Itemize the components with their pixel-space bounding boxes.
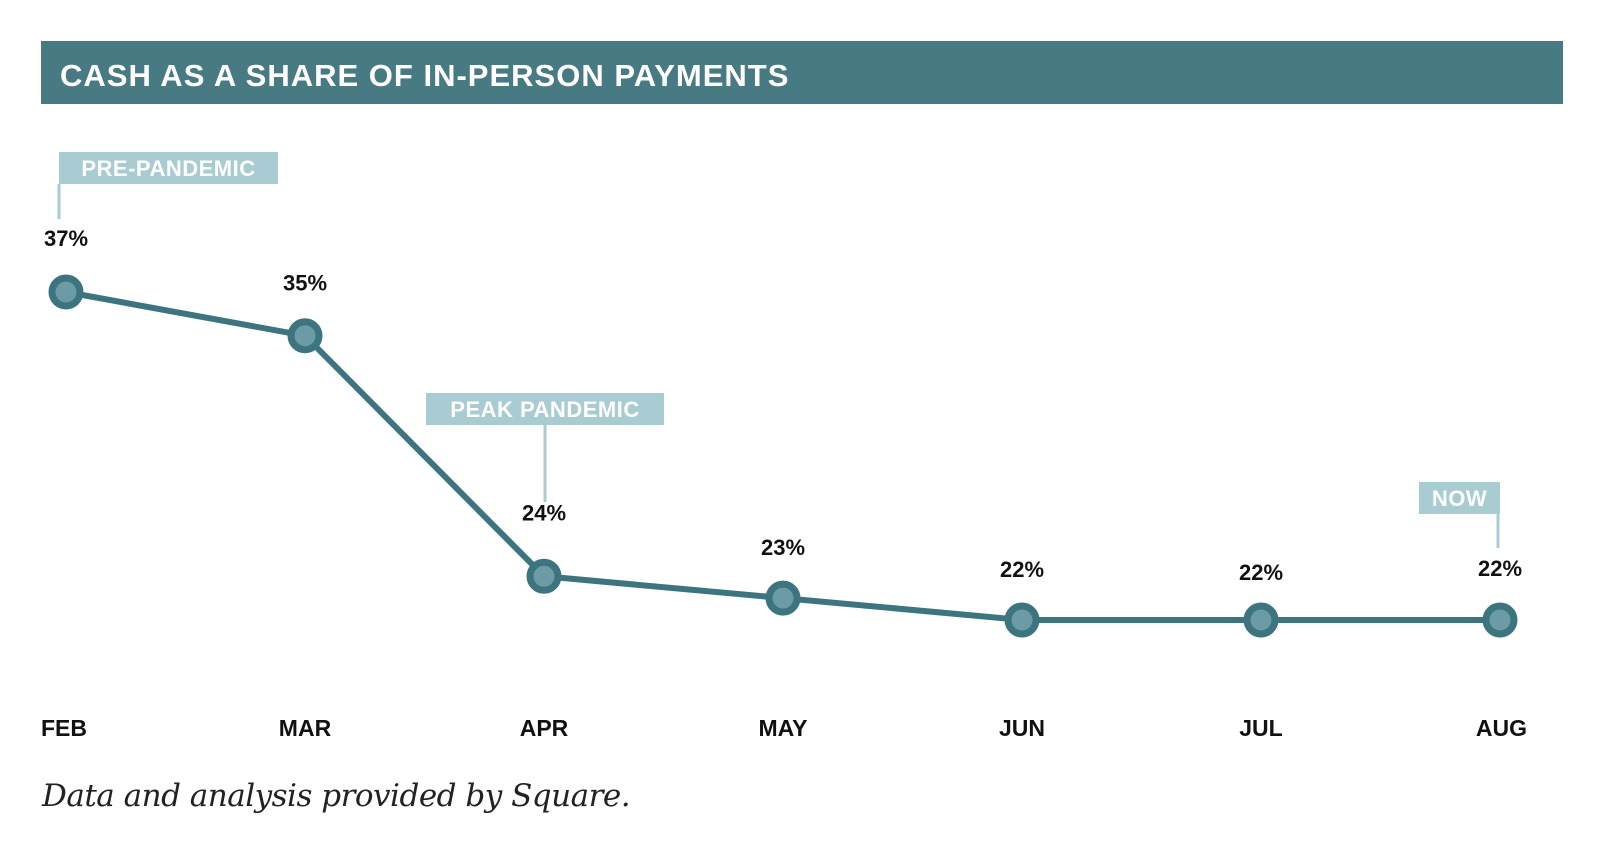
x-tick-feb: FEB bbox=[41, 715, 87, 741]
data-point-aug bbox=[1482, 602, 1518, 638]
data-label-may: 23% bbox=[761, 535, 805, 560]
annotation-box-pre-pandemic bbox=[59, 152, 278, 184]
annotation-label-pre-pandemic: PRE-PANDEMIC bbox=[81, 156, 255, 181]
chart-title: CASH AS A SHARE OF IN-PERSON PAYMENTS bbox=[60, 58, 789, 93]
x-tick-apr: APR bbox=[520, 715, 569, 741]
data-label-mar: 35% bbox=[283, 271, 327, 296]
data-label-apr: 24% bbox=[522, 500, 566, 525]
data-point-apr bbox=[526, 558, 562, 594]
series-line-group bbox=[63, 289, 1503, 623]
data-label-jun: 22% bbox=[1000, 557, 1044, 582]
annotations: PRE-PANDEMIC PEAK PANDEMIC NOW bbox=[57, 152, 1500, 548]
annotation-box-now bbox=[1419, 482, 1500, 514]
source-caption: Data and analysis provided by Square. bbox=[42, 778, 631, 814]
data-point-may bbox=[765, 580, 801, 616]
data-labels: 37% 35% 24% 23% 22% 22% 22% bbox=[44, 226, 1522, 585]
annotation-label-now: NOW bbox=[1432, 486, 1487, 511]
data-point-feb bbox=[48, 274, 84, 310]
x-tick-aug: AUG bbox=[1476, 715, 1527, 741]
data-label-aug: 22% bbox=[1478, 556, 1522, 581]
annotation-label-peak-pandemic: PEAK PANDEMIC bbox=[450, 397, 639, 422]
x-tick-may: MAY bbox=[759, 715, 808, 741]
markers bbox=[48, 274, 1518, 638]
x-tick-jun: JUN bbox=[999, 715, 1045, 741]
x-tick-jul: JUL bbox=[1239, 715, 1282, 741]
x-axis-tick-labels: FEB MAR APR MAY JUN JUL AUG bbox=[41, 715, 1527, 741]
data-label-jul: 22% bbox=[1239, 560, 1283, 585]
annotation-box-peak-pandemic bbox=[426, 393, 664, 425]
series-line bbox=[63, 289, 1503, 623]
data-point-mar bbox=[287, 318, 323, 354]
title-band bbox=[41, 41, 1563, 104]
data-point-jul bbox=[1243, 602, 1279, 638]
data-label-feb: 37% bbox=[44, 226, 88, 251]
data-point-jun bbox=[1004, 602, 1040, 638]
x-tick-mar: MAR bbox=[279, 715, 332, 741]
